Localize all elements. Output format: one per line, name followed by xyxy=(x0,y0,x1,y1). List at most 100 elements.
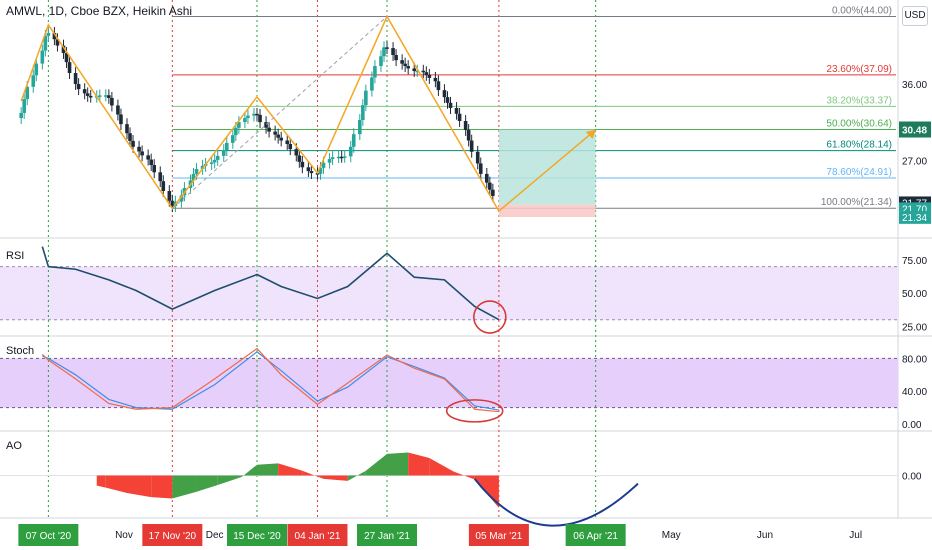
ao-bar xyxy=(105,475,127,494)
ao-bar xyxy=(429,457,454,476)
price-label: 21.34 xyxy=(902,213,927,224)
time-axis-badge-label: 06 Apr '21 xyxy=(573,531,618,542)
price-label: 21.70 xyxy=(902,204,927,215)
candle-body xyxy=(475,151,480,164)
stoch-tick: 40.00 xyxy=(902,387,927,398)
candle-body xyxy=(85,93,90,96)
candle-body xyxy=(258,114,262,123)
candle-body xyxy=(119,114,123,125)
candle-body xyxy=(55,39,60,46)
candle-body xyxy=(125,124,129,134)
projection-line xyxy=(498,129,597,212)
candle-body xyxy=(273,131,277,135)
candle-body xyxy=(373,66,377,78)
candle-body xyxy=(243,118,247,123)
time-axis-badge xyxy=(142,524,203,546)
candle-body xyxy=(107,95,111,98)
candle-body xyxy=(412,68,417,72)
ao-bar xyxy=(96,475,106,488)
candle-body xyxy=(40,50,45,64)
currency-button[interactable]: USD xyxy=(902,6,928,26)
time-axis-badge-label: 15 Dec '20 xyxy=(233,531,281,542)
candle-body xyxy=(25,86,30,100)
candle-body xyxy=(436,81,441,91)
ao-bar xyxy=(241,464,258,477)
fib-label: 0.00%(44.00) xyxy=(832,5,892,16)
candle-body xyxy=(179,195,184,202)
candle-body xyxy=(191,173,196,181)
candle-body xyxy=(339,156,344,159)
candle-body xyxy=(200,165,205,169)
candle-body xyxy=(358,119,362,135)
candle-body xyxy=(46,32,51,36)
candle-body xyxy=(158,172,163,182)
candle-body xyxy=(454,107,459,114)
rsi-annotation-circle xyxy=(473,300,507,334)
fib-label: 23.60%(37.09) xyxy=(826,64,892,75)
candle-body xyxy=(445,97,450,103)
fib-label: 78.60%(24.91) xyxy=(826,167,892,178)
candle-body xyxy=(400,60,404,64)
ao-pane-label: AO xyxy=(6,440,22,452)
stop-zone xyxy=(498,204,596,217)
candle-body xyxy=(361,105,365,120)
candle-body xyxy=(442,90,447,98)
candle-body xyxy=(427,74,432,78)
candle-body xyxy=(297,155,302,162)
time-axis-badge xyxy=(227,524,288,546)
time-axis-badge xyxy=(565,524,626,546)
rsi-line xyxy=(41,246,500,321)
ao-bar xyxy=(302,470,324,479)
candle-body xyxy=(88,95,93,98)
candle-body xyxy=(415,70,420,73)
candle-body xyxy=(110,97,114,106)
candle-body xyxy=(82,89,87,94)
candle-body xyxy=(221,150,226,156)
rsi-pane-label: RSI xyxy=(6,250,25,262)
candle-body xyxy=(149,159,153,166)
candle-body xyxy=(469,140,474,152)
candle-body xyxy=(104,95,108,97)
candle-body xyxy=(279,137,283,141)
candle-body xyxy=(285,140,290,144)
time-axis-badge-label: 04 Jan '21 xyxy=(295,531,341,542)
fib-label: 61.80%(28.14) xyxy=(826,140,892,151)
target-zone xyxy=(498,129,596,205)
candle-body xyxy=(61,45,66,54)
stoch-tick: 0.00 xyxy=(902,420,922,431)
time-axis-badge xyxy=(357,524,418,546)
candle-body xyxy=(403,63,407,67)
candle-body xyxy=(97,95,102,97)
candle-body xyxy=(52,32,57,40)
candle-body xyxy=(306,167,311,172)
candle-body xyxy=(318,167,323,174)
rsi-band xyxy=(0,266,898,320)
candle-body xyxy=(140,151,144,156)
candle-body xyxy=(76,84,81,90)
rsi-tick: 25.00 xyxy=(902,322,927,333)
candle-body xyxy=(406,66,410,69)
chart-title: AMWL, 1D, Cboe BZX, Heikin Ashi xyxy=(6,4,193,18)
rsi-tick: 75.00 xyxy=(902,256,927,267)
candle-body xyxy=(385,47,389,49)
candle-body xyxy=(131,140,135,147)
candle-body xyxy=(224,142,229,151)
candle-body xyxy=(327,159,332,163)
fib-label: 100.00%(21.34) xyxy=(821,197,892,208)
time-axis-badge xyxy=(468,524,529,546)
candle-body xyxy=(288,143,293,150)
candle-body xyxy=(478,163,483,174)
candle-body xyxy=(321,162,326,168)
candle-body xyxy=(394,55,398,61)
dashed-trend-line xyxy=(172,16,388,209)
time-axis-badge-label: 17 Nov '20 xyxy=(149,531,197,542)
time-axis-badge-label: 27 Jan '21 xyxy=(364,531,410,542)
stoch-annotation-ellipse xyxy=(445,399,504,423)
candle-body xyxy=(128,133,132,141)
candle-body xyxy=(209,162,214,164)
candle-body xyxy=(364,90,368,106)
candle-body xyxy=(161,181,166,192)
candle-body xyxy=(382,47,386,57)
candle-body xyxy=(433,77,438,82)
